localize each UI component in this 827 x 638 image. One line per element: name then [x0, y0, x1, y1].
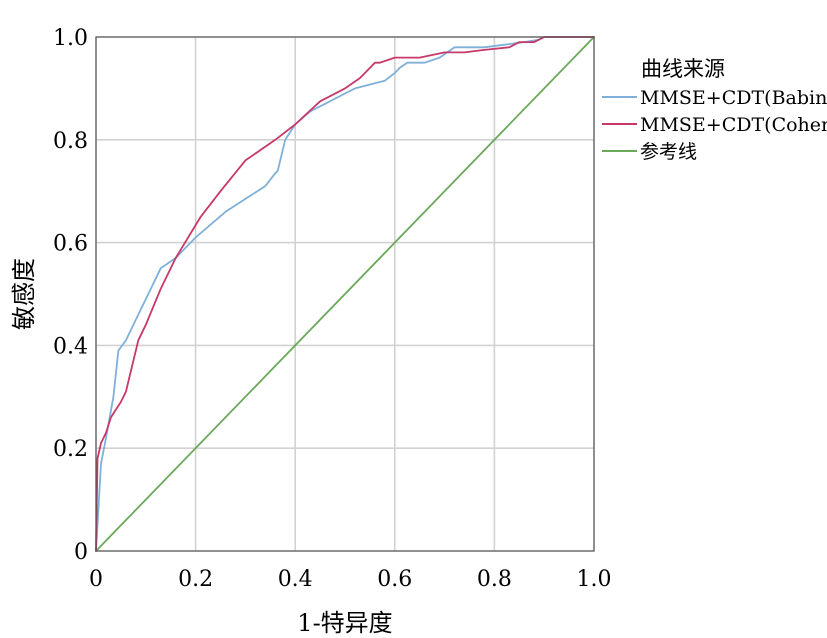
series-line-2 [95, 36, 595, 552]
y-tick-label: 0.6 [53, 232, 88, 257]
y-tick-labels: 0 0.2 0.4 0.6 0.8 1.0 [53, 26, 88, 565]
series-group [95, 36, 595, 552]
y-tick-label: 0.8 [53, 129, 88, 154]
x-tick-label: 0.6 [377, 567, 412, 592]
y-tick-label: 0.2 [53, 437, 88, 462]
y-tick-label: 0.4 [53, 334, 88, 359]
y-axis-label: 敏感度 [10, 258, 38, 330]
x-tick-label: 0.4 [278, 567, 313, 592]
x-tick-labels: 0 0.2 0.4 0.6 0.8 1.0 [89, 567, 612, 592]
legend: 曲线来源 MMSE+CDT(Babins) MMSE+CDT(Cohen) 参考线 [602, 57, 827, 163]
plot-frame [95, 36, 595, 552]
y-tick-label: 0 [74, 540, 88, 565]
series-line-1 [95, 36, 595, 552]
legend-title: 曲线来源 [641, 57, 725, 81]
x-tick-label: 1.0 [577, 567, 612, 592]
x-tick-label: 0.8 [477, 567, 512, 592]
legend-item-label: MMSE+CDT(Babins) [640, 87, 827, 109]
x-tick-label: 0.2 [178, 567, 213, 592]
y-tick-label: 1.0 [53, 26, 88, 51]
legend-item-label: MMSE+CDT(Cohen) [640, 114, 827, 136]
x-tick-label: 0 [89, 567, 103, 592]
x-axis-label: 1-特异度 [297, 609, 392, 637]
legend-item-label: 参考线 [640, 141, 697, 163]
